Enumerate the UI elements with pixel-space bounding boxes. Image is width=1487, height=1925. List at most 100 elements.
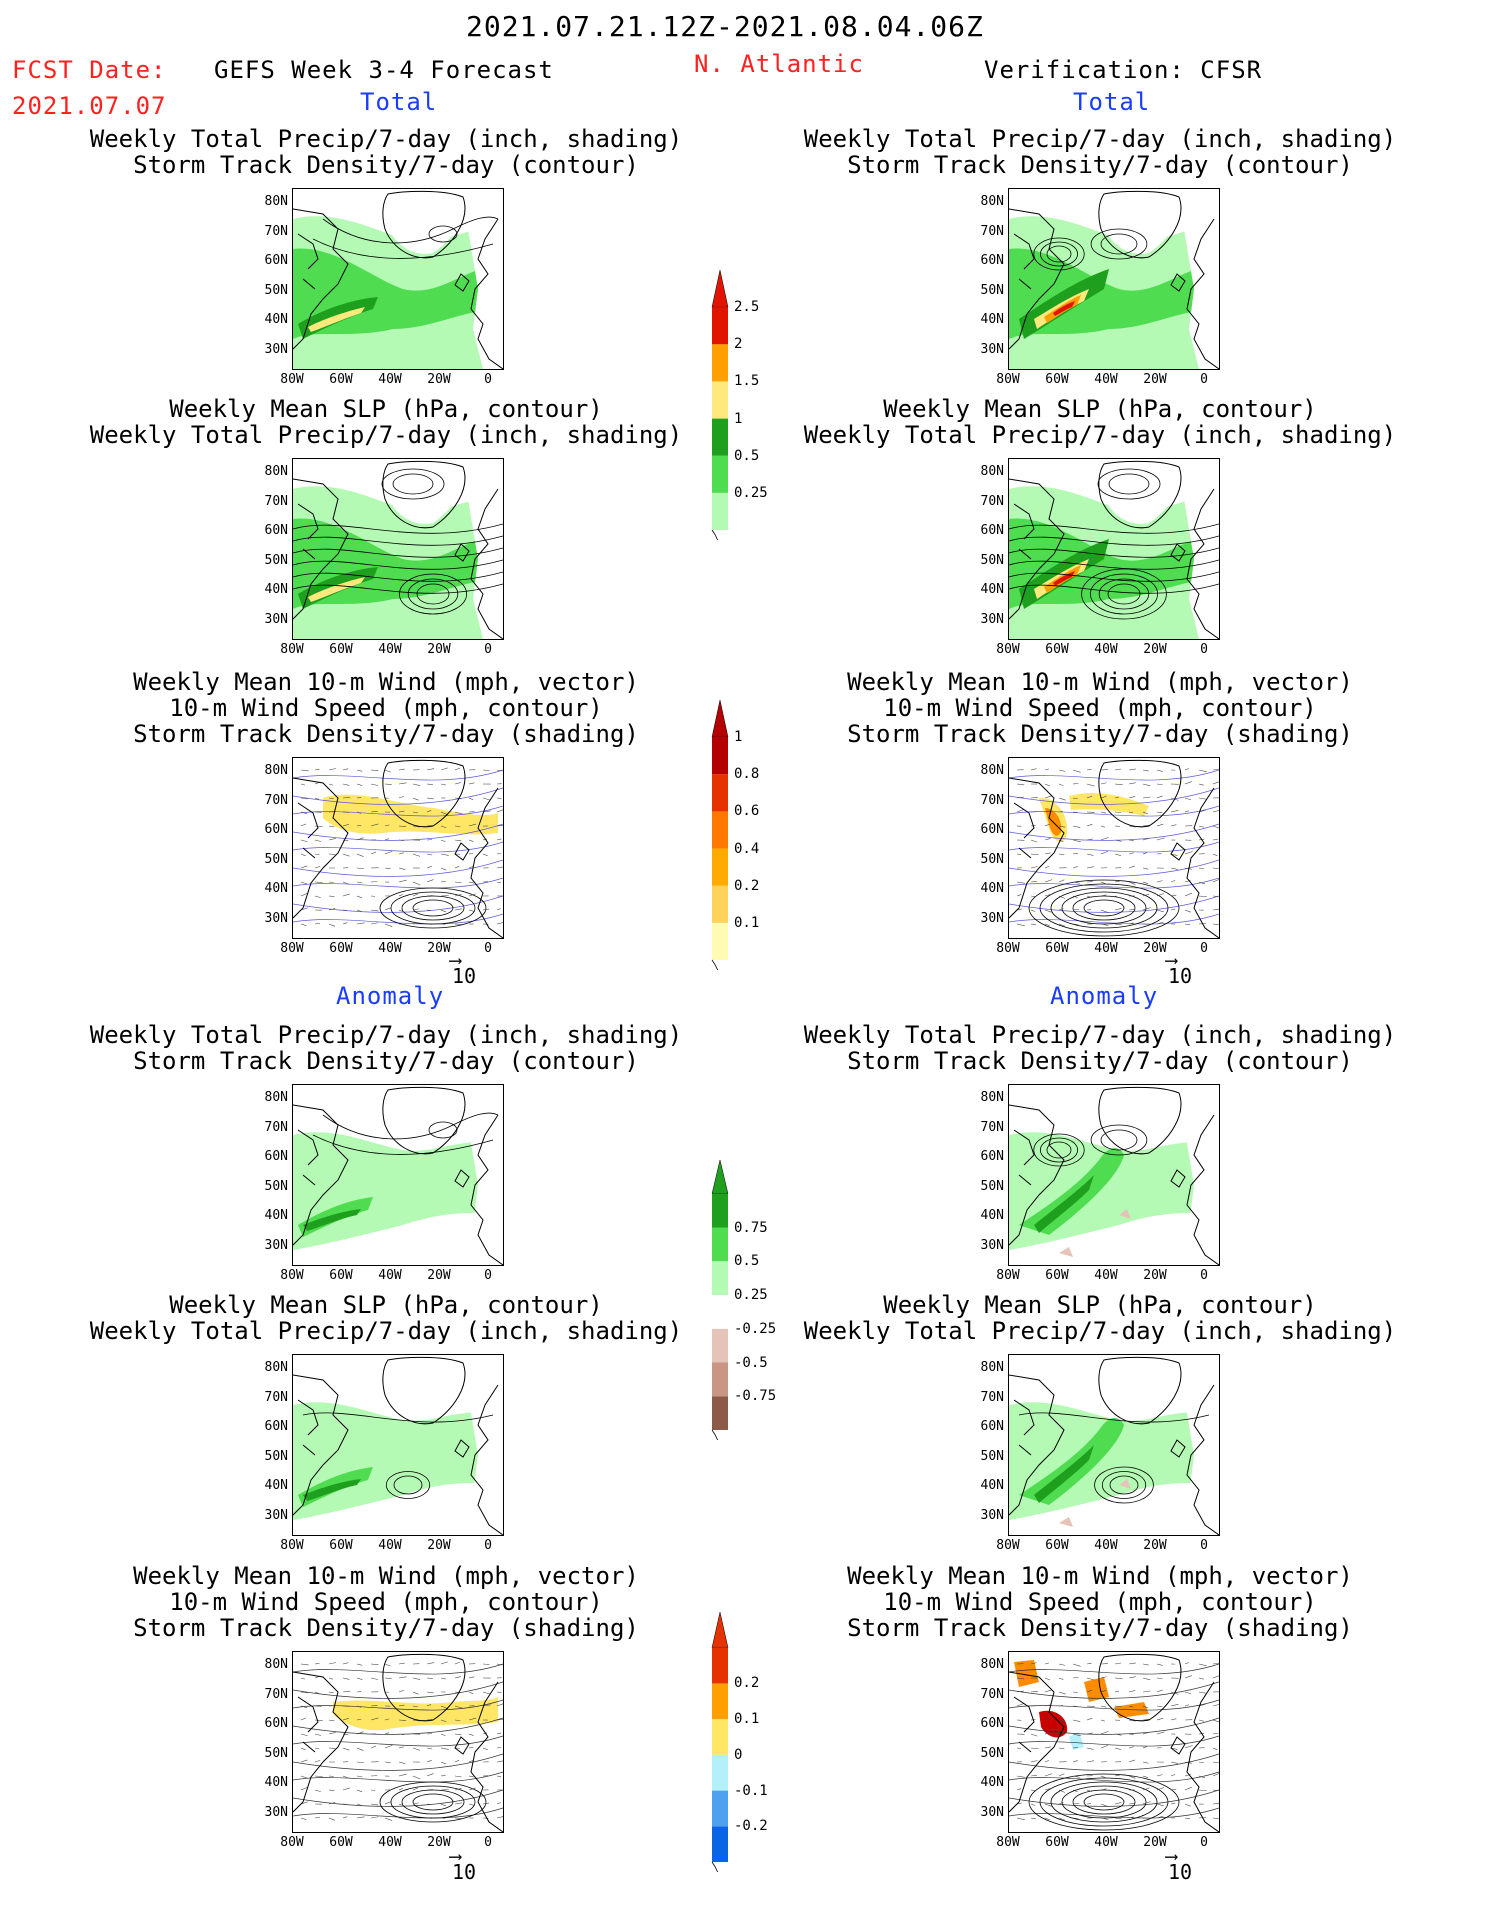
wind-vector [426,1773,434,1777]
slp-anom-contour [1018,1412,1210,1423]
wind-vector [454,1676,461,1679]
wind-vector [300,1705,308,1709]
wind-vector [454,1719,461,1721]
wind-vector [370,1816,379,1819]
wind-vector [1142,1787,1150,1791]
vector-reference-label: 10 [1168,964,1193,988]
greenland-coast [382,460,466,529]
british-isles [454,1439,470,1458]
wind-vector [1184,909,1191,913]
lat-tick-label: 60N [264,822,288,837]
colorbar-segment [712,1362,728,1397]
storm-track-contour [1046,245,1072,263]
wind-vector [468,1787,476,1791]
anomaly-precip_storm-map-gefs [292,1084,504,1266]
wind-vector [1170,809,1179,813]
lon-tick-label: 40W [1094,1835,1118,1850]
anom-precip-light-shade [293,1402,503,1520]
wind-vector [1030,895,1036,897]
wind-vector [1170,1774,1176,1777]
wind-vector [300,1786,308,1791]
wind-vector [482,797,490,801]
lon-tick-label: 40W [378,941,402,956]
panel-title: Weekly Total Precip/7-day (inch, shading… [89,125,683,153]
map-svg [293,1356,503,1535]
colorbar-anomaly_storm_density [711,1611,729,1872]
wind-vector [1044,768,1050,771]
wind-vector [454,839,462,842]
colorbar-total_storm_density [711,699,729,970]
wind-vector [1212,1773,1219,1777]
slp-anom-contour [393,1475,423,1495]
wind-vector [1058,923,1066,927]
wind-vector [412,797,419,801]
lon-tick-label: 80W [280,642,304,657]
wind-vector [1016,881,1025,884]
colorbar-segment [712,381,728,419]
colorbar-tick-label: -0.1 [734,1782,768,1799]
wind-vector [328,797,334,800]
storm-track-contour [322,216,499,244]
wind-vector [1044,1732,1051,1735]
wind-vector [454,1775,462,1778]
europe-mask [1184,1385,1219,1535]
greenland-coast [1098,1653,1182,1722]
wind-vector [1100,1676,1107,1679]
wind-vector [1030,768,1037,771]
wind-vector [482,810,491,813]
north-america-coast [293,1374,349,1516]
british-isles [1170,1169,1186,1188]
section-total-left: Total [360,88,438,116]
lon-tick-label: 20W [427,1538,451,1553]
colorbar-total_precip [711,269,729,540]
lat-tick-label: 60N [264,1716,288,1731]
storm-anom-red [1039,1710,1068,1738]
wind-speed-ring [1072,1789,1136,1815]
greenland-coast [382,190,466,259]
wind-vector [300,1677,306,1680]
panel-title: Weekly Mean 10-m Wind (mph, vector) [847,668,1353,696]
wind-vector [468,1775,474,1778]
wind-vector [1184,768,1189,771]
wind-vector [1212,810,1219,813]
lat-tick-label: 50N [980,851,1004,867]
wind-vector [440,1661,448,1665]
wind-vector [1044,879,1053,883]
colorbar-segment [712,455,728,493]
wind-vector [412,881,421,886]
wind-vector [398,1733,404,1735]
wind-vector [1128,922,1134,925]
wind-vector [300,865,308,869]
wind-vector [1170,1703,1179,1707]
wind-vector [1058,1691,1066,1695]
lat-tick-label: 40N [980,312,1004,327]
lat-tick-label: 60N [980,1716,1004,1731]
wind-vector [1114,1662,1122,1665]
lat-tick-label: 50N [264,851,288,867]
wind-vector [482,769,490,771]
wind-vector [1212,923,1219,925]
vector-reference-label: 10 [452,1860,477,1884]
north-america-coast [293,1671,349,1813]
north-america-coast [1009,1671,1065,1813]
storm-track-contour [1033,1133,1085,1167]
wind-vector [1058,825,1066,828]
wind-vector [1212,867,1219,870]
lon-tick-label: 60W [329,1268,353,1283]
wind-vector [1184,1803,1191,1807]
lon-tick-label: 0 [1200,941,1208,956]
vector-reference-arrow: ⟶ [1166,1846,1177,1867]
wind-vector [398,1817,406,1819]
wind-vector [1114,783,1123,786]
wind-vector [1058,853,1065,856]
europe-coast [470,488,503,639]
wind-vector [342,1690,351,1693]
wind-vector [482,1663,490,1665]
lat-tick-label: 60N [980,1419,1004,1434]
wind-vector [1184,1662,1189,1665]
wind-vector [426,895,433,897]
total-wind-map-cfsr [1008,757,1220,939]
wind-vector [1030,1662,1037,1665]
colorbar-tick-label: 0 [734,1746,743,1763]
lat-tick-label: 30N [980,341,1004,357]
